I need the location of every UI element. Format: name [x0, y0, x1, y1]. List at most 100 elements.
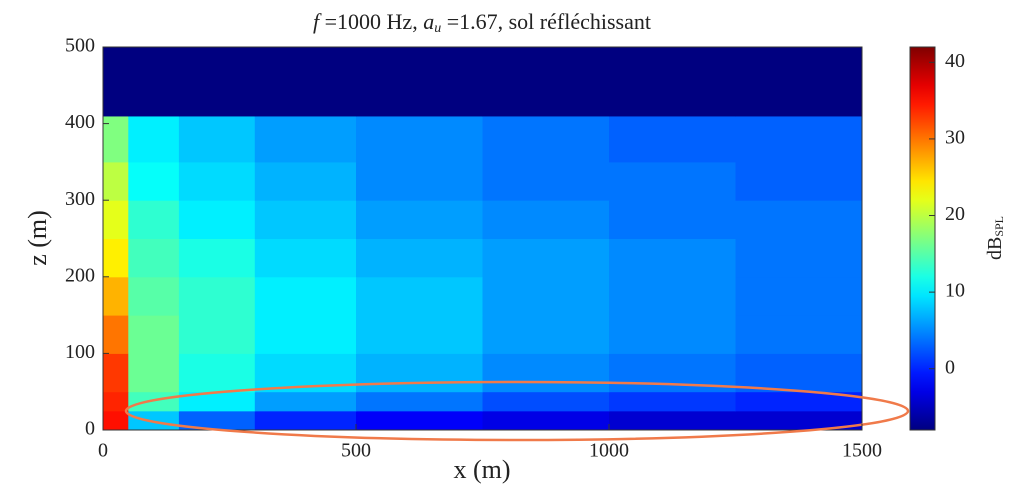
heatmap-cell	[103, 315, 129, 354]
title-part: f	[313, 9, 322, 34]
heatmap-cell	[609, 47, 736, 117]
heatmap-cell	[735, 238, 863, 278]
heatmap-cell	[254, 161, 357, 201]
heatmap-cell	[128, 161, 180, 201]
heatmap-cell	[103, 238, 129, 278]
heatmap-cell	[356, 276, 483, 316]
heatmap-cell	[178, 391, 256, 412]
colorbar-label: dBSPL	[984, 216, 1006, 260]
heatmap-cell	[735, 47, 863, 117]
heatmap-cell	[609, 391, 736, 412]
heatmap-cell	[254, 391, 357, 412]
heatmap-cell	[482, 410, 610, 431]
chart-title: f =1000 Hz, au =1.67, sol réfléchissant	[313, 9, 651, 36]
heatmap-cell	[356, 161, 483, 201]
heatmap-cell	[103, 161, 129, 201]
heatmap-cell	[482, 353, 610, 393]
heatmap-cell	[735, 200, 863, 239]
heatmap-cell	[128, 315, 180, 354]
heatmap-cell	[178, 200, 256, 239]
x-tick-label: 500	[341, 440, 371, 462]
heatmap-cell	[735, 115, 863, 163]
plot-frame	[102, 46, 863, 431]
colorbar-tick-label: 0	[945, 356, 955, 378]
heatmap-cell	[609, 410, 736, 431]
heatmap-cell	[178, 276, 256, 316]
highlight-ellipse	[124, 380, 910, 442]
heatmap-cell	[482, 47, 610, 117]
x-axis-label: x (m)	[453, 455, 510, 484]
heatmap-cell	[356, 200, 483, 239]
heatmap-cell	[103, 410, 129, 431]
colorbar-tick-label: 40	[945, 50, 965, 72]
title-part: =1000 Hz,	[319, 9, 423, 34]
colorbar-tick-label: 20	[945, 203, 965, 225]
heatmap-cell	[103, 200, 129, 239]
heatmap-cell	[178, 238, 256, 278]
heatmap-cell	[178, 161, 256, 201]
heatmap-cell	[482, 238, 610, 278]
heatmap-cell	[254, 410, 357, 431]
heatmap-cell	[128, 353, 180, 393]
x-tick-label: 0	[98, 440, 108, 462]
heatmap-cell	[178, 47, 256, 117]
heatmap-cell	[609, 161, 736, 201]
heatmap-cell	[254, 115, 357, 163]
heatmap-cell	[103, 47, 129, 117]
heatmap-cell	[178, 353, 256, 393]
heatmap-cell	[103, 115, 129, 163]
colorbar-tick-label: 10	[945, 280, 965, 302]
heatmap-cell	[356, 115, 483, 163]
heatmap-cell	[128, 47, 180, 117]
x-tick-label: 1000	[589, 440, 629, 462]
heatmap-cell	[254, 238, 357, 278]
y-tick-label: 200	[65, 264, 95, 286]
heatmap-cell	[482, 200, 610, 239]
heatmap-cell	[178, 315, 256, 354]
heatmap-cell	[103, 276, 129, 316]
heatmap-cell	[482, 315, 610, 354]
heatmap-cell	[128, 391, 180, 412]
heatmap-cell	[356, 47, 483, 117]
heatmap-cell	[128, 238, 180, 278]
heatmap-cell	[609, 315, 736, 354]
heatmap-cell	[609, 115, 736, 163]
heatmap-cell	[735, 391, 863, 412]
y-tick-label: 500	[65, 35, 95, 57]
heatmap-cell	[482, 391, 610, 412]
heatmap-cell	[482, 161, 610, 201]
colorbar-label-part: SPL	[992, 216, 1006, 237]
heatmap-cell	[735, 410, 863, 431]
heatmap-cell	[609, 276, 736, 316]
heatmap-cell	[254, 276, 357, 316]
heatmap-cell	[254, 315, 357, 354]
heatmap-cell	[178, 410, 256, 431]
heatmap-cell	[609, 238, 736, 278]
heatmap-cell	[178, 115, 256, 163]
heatmap-cell	[735, 276, 863, 316]
y-tick-label: 400	[65, 111, 95, 133]
heatmap-cell	[356, 238, 483, 278]
title-part: u	[434, 21, 441, 36]
heatmap	[103, 47, 863, 431]
title-part: =1.67, sol réfléchissant	[441, 9, 651, 34]
x-tick-label: 1500	[842, 440, 882, 462]
y-tick-label: 100	[65, 341, 95, 363]
heatmap-cell	[356, 410, 483, 431]
heatmap-cell	[735, 353, 863, 393]
heatmap-cell	[356, 315, 483, 354]
heatmap-cell	[735, 315, 863, 354]
title-part: a	[423, 9, 434, 34]
heatmap-cell	[254, 47, 357, 117]
colorbar-label-part: dB	[984, 237, 1006, 260]
heatmap-cell	[128, 115, 180, 163]
heatmap-cell	[482, 115, 610, 163]
heatmap-cell	[103, 391, 129, 412]
y-axis-label: z (m)	[23, 210, 52, 266]
heatmap-cell	[128, 276, 180, 316]
heatmap-cell	[735, 161, 863, 201]
heatmap-cell	[609, 200, 736, 239]
y-tick-label: 0	[85, 418, 95, 440]
heatmap-cell	[254, 200, 357, 239]
